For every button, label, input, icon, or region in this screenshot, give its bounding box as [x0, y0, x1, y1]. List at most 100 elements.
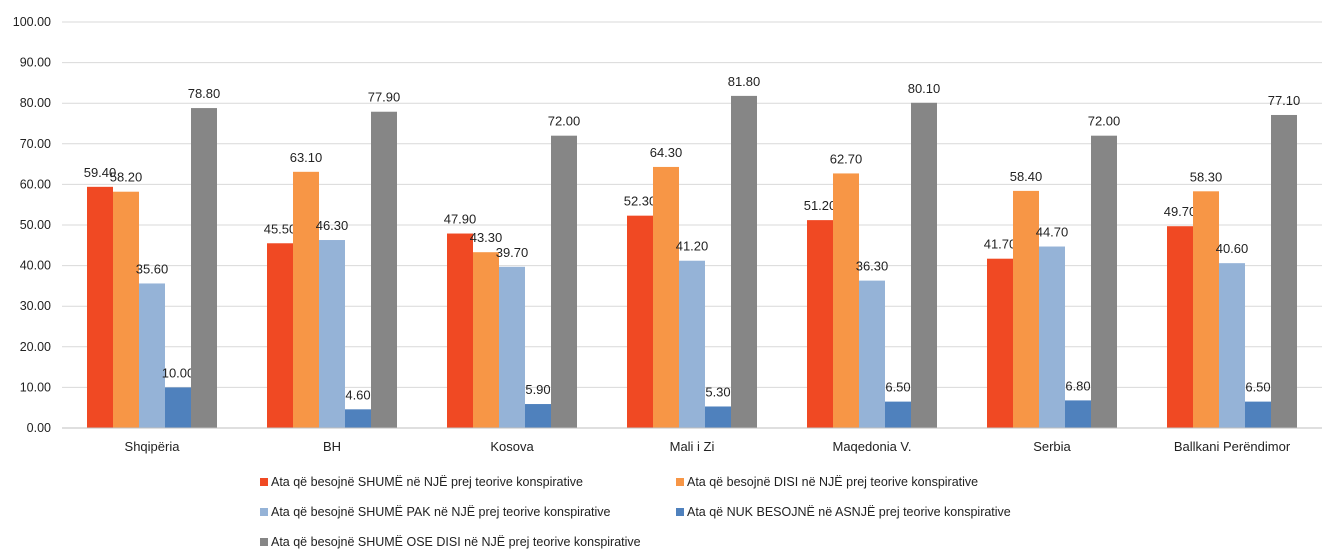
data-label: 6.50 — [1245, 380, 1270, 395]
bar — [705, 406, 731, 428]
legend-swatch — [676, 478, 684, 486]
y-tick-label: 0.00 — [27, 421, 51, 435]
legend-item: Ata që besojnë SHUMË OSE DISI në NJË pre… — [260, 535, 641, 549]
legend-item: Ata që besojnë SHUMË në NJË prej teorive… — [260, 475, 583, 489]
data-label: 49.70 — [1164, 204, 1197, 219]
x-tick-label: Ballkani Perëndimor — [1174, 439, 1291, 454]
legend-swatch — [260, 508, 268, 516]
bar — [139, 283, 165, 428]
legend-item: Ata që besojnë DISI në NJË prej teorive … — [676, 475, 978, 489]
y-tick-label: 40.00 — [20, 259, 51, 273]
data-label: 40.60 — [1216, 241, 1249, 256]
bar — [1193, 191, 1219, 428]
bar — [165, 387, 191, 428]
bar — [551, 135, 577, 428]
data-label: 10.00 — [162, 365, 195, 380]
bar — [1271, 114, 1297, 428]
bar — [987, 258, 1013, 428]
bar — [807, 220, 833, 428]
legend-label: Ata që besojnë DISI në NJË prej teorive … — [687, 475, 979, 489]
data-label: 77.10 — [1268, 93, 1301, 108]
data-label: 46.30 — [316, 218, 349, 233]
bar — [1065, 400, 1091, 428]
legend-label: Ata që besojnë SHUMË OSE DISI në NJË pre… — [271, 535, 641, 549]
y-tick-label: 50.00 — [20, 218, 51, 232]
bar — [1245, 401, 1271, 428]
data-label: 6.50 — [885, 380, 910, 395]
data-label: 43.30 — [470, 230, 503, 245]
x-tick-label: Serbia — [1033, 439, 1071, 454]
y-tick-label: 20.00 — [20, 340, 51, 354]
bar — [499, 266, 525, 428]
x-tick-label: Shqipëria — [125, 439, 181, 454]
bar — [1167, 226, 1193, 428]
data-label: 45.50 — [264, 221, 297, 236]
bar — [267, 243, 293, 428]
legend-item: Ata që besojnë SHUMË PAK në NJË prej teo… — [260, 505, 611, 519]
y-tick-label: 60.00 — [20, 177, 51, 191]
bar — [473, 252, 499, 428]
data-label: 77.90 — [368, 90, 401, 105]
bar — [113, 191, 139, 428]
y-tick-label: 100.00 — [13, 15, 51, 29]
data-label: 36.30 — [856, 259, 889, 274]
bar — [859, 280, 885, 428]
data-label: 5.90 — [525, 382, 550, 397]
data-label: 72.00 — [548, 114, 581, 129]
bar — [87, 186, 113, 428]
data-label: 41.70 — [984, 237, 1017, 252]
bar — [653, 166, 679, 428]
legend-swatch — [260, 538, 268, 546]
data-label: 59.40 — [84, 165, 117, 180]
y-tick-label: 30.00 — [20, 299, 51, 313]
data-label: 81.80 — [728, 74, 761, 89]
y-tick-label: 80.00 — [20, 96, 51, 110]
data-label: 39.70 — [496, 245, 529, 260]
x-tick-label: Kosova — [490, 439, 534, 454]
data-label: 35.60 — [136, 261, 169, 276]
data-label: 63.10 — [290, 150, 323, 165]
data-label: 80.10 — [908, 81, 941, 96]
data-label: 47.90 — [444, 212, 477, 227]
legend-label: Ata që besojnë SHUMË PAK në NJË prej teo… — [271, 505, 611, 519]
data-label: 41.20 — [676, 239, 709, 254]
data-label: 5.30 — [705, 384, 730, 399]
x-tick-label: Maqedonia V. — [832, 439, 911, 454]
bar — [525, 404, 551, 428]
legend-swatch — [260, 478, 268, 486]
bar — [1039, 246, 1065, 428]
bar — [293, 171, 319, 428]
bar — [679, 260, 705, 428]
data-label: 62.70 — [830, 151, 863, 166]
bar — [371, 111, 397, 428]
x-tick-label: Mali i Zi — [670, 439, 715, 454]
data-label: 72.00 — [1088, 114, 1121, 129]
bar — [885, 401, 911, 428]
data-label: 52.30 — [624, 194, 657, 209]
bar — [319, 240, 345, 428]
bar — [191, 108, 217, 429]
legend-label: Ata që NUK BESOJNË në ASNJË prej teorive… — [687, 505, 1011, 519]
legend-swatch — [676, 508, 684, 516]
x-tick-label: BH — [323, 439, 341, 454]
data-label: 58.30 — [1190, 169, 1223, 184]
bar — [731, 95, 757, 428]
data-label: 58.40 — [1010, 169, 1043, 184]
legend-label: Ata që besojnë SHUMË në NJË prej teorive… — [271, 475, 583, 489]
bar — [447, 233, 473, 428]
bar — [833, 173, 859, 428]
bar — [911, 102, 937, 428]
y-tick-label: 70.00 — [20, 137, 51, 151]
data-label: 64.30 — [650, 145, 683, 160]
data-label: 51.20 — [804, 198, 837, 213]
legend-item: Ata që NUK BESOJNË në ASNJË prej teorive… — [676, 505, 1011, 519]
data-label: 58.20 — [110, 170, 143, 185]
bar — [345, 409, 371, 428]
data-label: 44.70 — [1036, 225, 1069, 240]
data-label: 4.60 — [345, 387, 370, 402]
data-label: 6.80 — [1065, 378, 1090, 393]
bar — [1219, 263, 1245, 428]
bar — [1013, 190, 1039, 428]
bar — [1091, 135, 1117, 428]
